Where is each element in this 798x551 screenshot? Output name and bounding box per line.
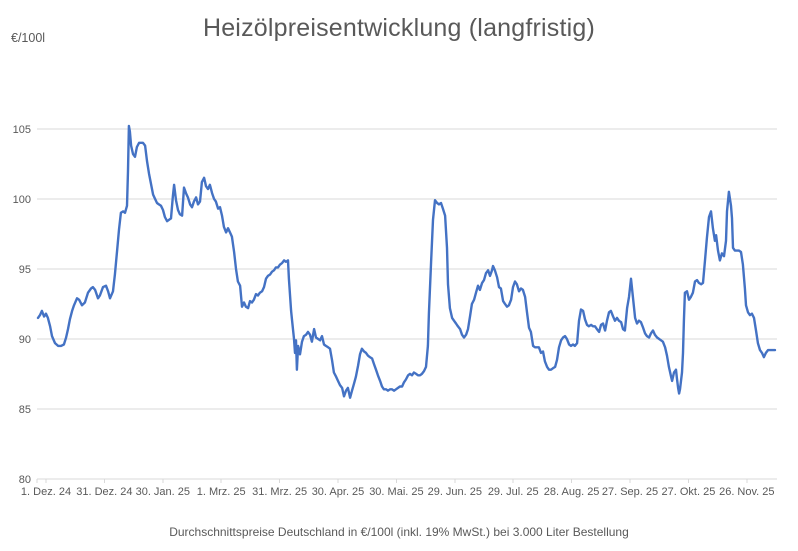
x-tick-label: 1. Mrz. 25 [197,486,246,498]
x-tick-label: 27. Sep. 25 [602,486,658,498]
x-tick-label: 30. Jan. 25 [136,486,190,498]
price-line-series [36,124,777,399]
x-tick-label: 31. Dez. 24 [76,486,132,498]
y-tick-label: 90 [19,334,31,346]
y-tick-label: 80 [19,474,31,486]
x-tick-label: 30. Mai. 25 [369,486,423,498]
chart-footer-caption: Durchschnittspreise Deutschland in €/100… [169,525,629,539]
x-tick-label: 1. Dez. 24 [21,486,71,498]
x-tick-label: 26. Nov. 25 [719,486,774,498]
chart-title: Heizölpreisentwicklung (langfristig) [202,14,596,42]
x-tick-label: 29. Jun. 25 [428,486,482,498]
x-tick-label: 29. Jul. 25 [488,486,539,498]
x-tick-label: 31. Mrz. 25 [252,486,307,498]
x-tick-label: 30. Apr. 25 [312,486,365,498]
y-tick-label: 105 [13,124,31,136]
x-tick-label: 27. Okt. 25 [662,486,716,498]
y-tick-label: 100 [13,194,31,206]
x-tick-label: 28. Aug. 25 [544,486,600,498]
y-tick-label: 95 [19,264,31,276]
y-axis-unit-label: €/100l [11,31,46,45]
y-tick-label: 85 [19,404,31,416]
